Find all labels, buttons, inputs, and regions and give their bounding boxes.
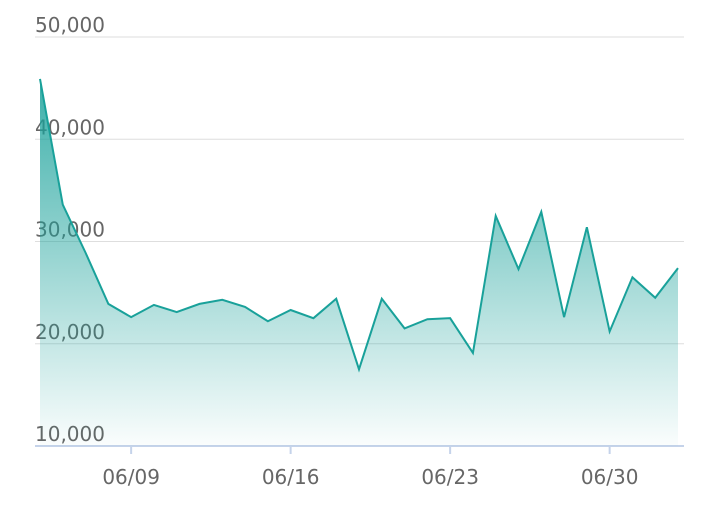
line <box>39 78 679 373</box>
area <box>40 78 678 447</box>
x-tick-label: 06/16 <box>262 465 320 489</box>
x-tick-label: 06/23 <box>421 465 479 489</box>
x-tick-label: 06/30 <box>581 465 639 489</box>
y-tick-label: 50,000 <box>35 13 105 37</box>
x-tick-label: 06/09 <box>102 465 160 489</box>
